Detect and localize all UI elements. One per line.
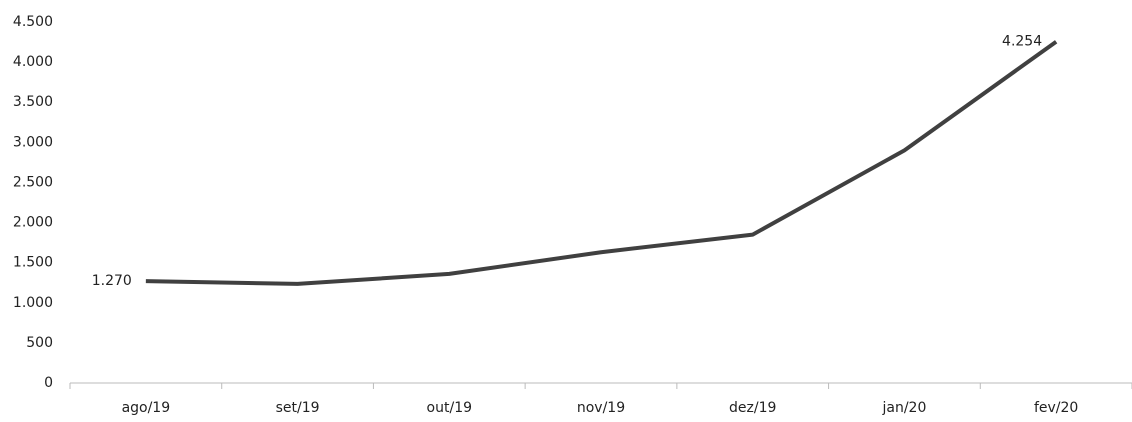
y-tick-label: 1.500 xyxy=(13,255,53,271)
y-tick-label: 500 xyxy=(26,335,53,351)
y-tick-label: 4.500 xyxy=(13,14,53,30)
x-tick-label: jan/20 xyxy=(881,400,926,416)
y-tick-label: 0 xyxy=(44,375,53,391)
data-label: 1.270 xyxy=(92,273,132,289)
data-line xyxy=(145,40,1058,286)
y-tick-label: 3.500 xyxy=(13,94,53,110)
x-tick-label: nov/19 xyxy=(577,400,625,416)
y-tick-label: 2.000 xyxy=(13,215,53,231)
x-tick-label: fev/20 xyxy=(1034,400,1078,416)
x-tick-label: dez/19 xyxy=(729,400,776,416)
y-tick-label: 2.500 xyxy=(13,174,53,190)
y-tick-label: 1.000 xyxy=(13,295,53,311)
y-tick-label: 3.000 xyxy=(13,134,53,150)
y-tick-label: 4.000 xyxy=(13,54,53,70)
x-tick-label: set/19 xyxy=(276,400,320,416)
data-label: 4.254 xyxy=(1002,34,1042,50)
x-tick-label: out/19 xyxy=(427,400,472,416)
x-tick-label: ago/19 xyxy=(122,400,171,416)
